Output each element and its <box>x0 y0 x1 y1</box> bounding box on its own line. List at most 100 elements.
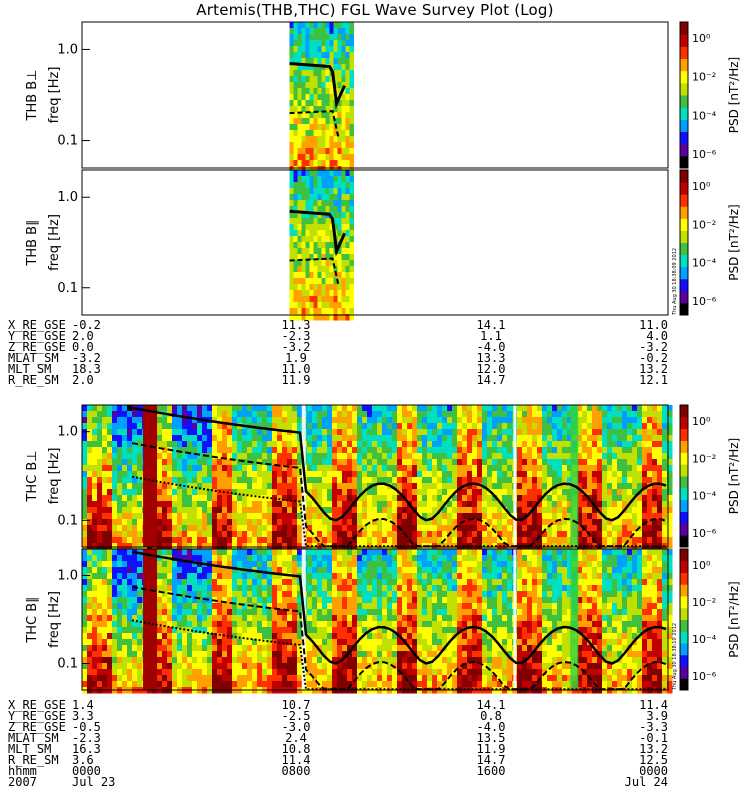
spectrogram-1 <box>289 22 354 173</box>
timestamp-stamp: Thu Aug 30 18:38:09 2012 <box>672 248 678 316</box>
y-axis-label: THB B⊥ <box>25 69 40 121</box>
timestamp-stamp: Thu Aug 30 18:38:10 2012 <box>672 623 678 691</box>
ephem-value: 3.9 <box>646 709 668 723</box>
ephem-value: 11.9 <box>281 373 311 387</box>
colorbar-tick-label: 10⁻⁴ <box>692 109 717 122</box>
line-half-gyro-3 <box>131 442 667 548</box>
y-axis-label: THC B⊥ <box>25 450 40 502</box>
y-tick-label: 1.0 <box>57 568 78 583</box>
ephem-value: Jul 24 <box>624 775 668 789</box>
line-third-gyro-4 <box>131 619 666 691</box>
ephem-value: 14.1 <box>476 698 506 712</box>
ephem-value: 13.2 <box>639 742 668 756</box>
colorbar-label: PSD [nT²/Hz] <box>727 204 741 280</box>
ephem-value: 13.5 <box>476 731 506 745</box>
ephem-value: -0.1 <box>639 731 668 745</box>
colorbar-tick-label: 10⁻⁶ <box>692 295 717 308</box>
y-axis-unit-label: freq [Hz] <box>47 448 62 505</box>
panel-1: 1.0 0.1 THB B⊥ freq [Hz] <box>25 21 669 173</box>
colorbar-tick-label: 10⁻² <box>692 596 716 609</box>
ephem-label: MLAT_SM <box>8 351 59 365</box>
spectrogram-3 <box>82 405 673 550</box>
ephem-value: 2.4 <box>285 731 307 745</box>
y-tick-label: 0.1 <box>57 657 78 672</box>
colorbar-tick-label: 10⁻⁴ <box>692 257 717 270</box>
y-axis-unit-label: freq [Hz] <box>47 591 62 648</box>
ephem-value: 3.3 <box>72 709 94 723</box>
panel-frame-1 <box>81 21 669 169</box>
ephem-label: MLAT_SM <box>8 731 59 745</box>
line-gyro-4 <box>131 550 667 665</box>
ephem-label: hhmm <box>8 764 37 778</box>
panel-frame-4 <box>81 548 669 691</box>
colorbar-label: PSD [nT²/Hz] <box>727 438 741 514</box>
ephem-value: -3.3 <box>639 720 668 734</box>
colorbar-tick-label: 10⁰ <box>692 559 711 572</box>
y-tick-label: 0.1 <box>57 513 78 528</box>
line-gyro-3 <box>131 406 667 522</box>
ephem-label: MLT_SM <box>8 742 52 756</box>
y-tick-label: 1.0 <box>57 190 78 205</box>
panel-4: 1.0 0.1 THC B∥ freq [Hz] <box>25 548 673 694</box>
ephem-value: 12.5 <box>639 753 668 767</box>
ephem-label: Z_RE_GSE <box>8 720 66 734</box>
ephem-value: 10.7 <box>281 698 311 712</box>
y-tick-label: 1.0 <box>57 42 78 57</box>
line-half-gyro-2 <box>289 257 340 286</box>
ephem-value: 1.1 <box>480 329 502 343</box>
ephem-value: -3.0 <box>281 720 311 734</box>
y-axis-label: THC B∥ <box>25 596 40 643</box>
ephem-value: 14.7 <box>476 373 506 387</box>
ephem-label: R_RE_SM <box>8 373 59 387</box>
ephem-value: -2.3 <box>72 731 101 745</box>
colorbar-label: PSD [nT²/Hz] <box>727 57 741 133</box>
spectrogram-4 <box>82 549 673 694</box>
colorbar-label: PSD [nT²/Hz] <box>727 581 741 657</box>
ephem-label: Y_RE_GSE <box>8 709 66 723</box>
ephem-value: 0.8 <box>480 709 502 723</box>
ephem-value: 2.0 <box>72 373 94 387</box>
ephem-value: 0000 <box>72 764 101 778</box>
colorbar-1: 10⁰ 10⁻² 10⁻⁴ 10⁻⁶ PSD [nT²/Hz] <box>679 21 741 169</box>
ephem-value: 1.9 <box>285 351 307 365</box>
ephem-value: -3.2 <box>281 340 311 354</box>
ephem-value: -4.0 <box>476 340 506 354</box>
panel-frame-3 <box>81 404 669 548</box>
panel-2: 1.0 0.1 THB B∥ freq [Hz] <box>25 169 669 321</box>
ephem-value: 10.8 <box>281 742 311 756</box>
y-axis-unit-label: freq [Hz] <box>47 67 62 124</box>
ephem-value: 13.2 <box>639 362 668 376</box>
ephem-value: -4.0 <box>476 720 506 734</box>
ephem-value: -2.5 <box>281 709 311 723</box>
ephem-label: MLT_SM <box>8 362 52 376</box>
line-half-gyro-4 <box>131 585 667 691</box>
line-gyro-1 <box>289 62 346 110</box>
ephem-value: -0.5 <box>72 720 101 734</box>
ephem-value: -3.2 <box>639 340 668 354</box>
ephem-label: 2007 <box>8 775 37 789</box>
ephem-label: R_RE_SM <box>8 753 59 767</box>
y-axis-unit-label: freq [Hz] <box>47 214 62 271</box>
ephem-value: 14.7 <box>476 753 506 767</box>
ephem-value: 11.4 <box>281 753 311 767</box>
ephem-value: 18.3 <box>72 362 101 376</box>
ephem-value: 1600 <box>476 764 506 778</box>
colorbar-tick-label: 10⁻⁶ <box>692 670 717 683</box>
ephem-value: -2.3 <box>281 329 311 343</box>
ephem-value: 3.6 <box>72 753 94 767</box>
ephem-value: 12.0 <box>476 362 506 376</box>
ephem-value: 11.0 <box>639 318 668 332</box>
panel-frame-2 <box>81 169 669 316</box>
ephem-label: Y_RE_GSE <box>8 329 66 343</box>
ephem-value: 0.0 <box>72 340 94 354</box>
ephem-value: -0.2 <box>72 318 101 332</box>
ephem-value: -0.2 <box>639 351 668 365</box>
ephem-value: -3.2 <box>72 351 101 365</box>
line-half-gyro-1 <box>289 110 340 139</box>
ephem-label: X_RE_GSE <box>8 698 66 712</box>
ephem-value: 12.1 <box>639 373 668 387</box>
ephem-value: 16.3 <box>72 742 101 756</box>
colorbar-tick-label: 10⁻² <box>692 452 716 465</box>
ephem-value: 11.9 <box>476 742 506 756</box>
colorbar-tick-label: 10⁰ <box>692 415 711 428</box>
